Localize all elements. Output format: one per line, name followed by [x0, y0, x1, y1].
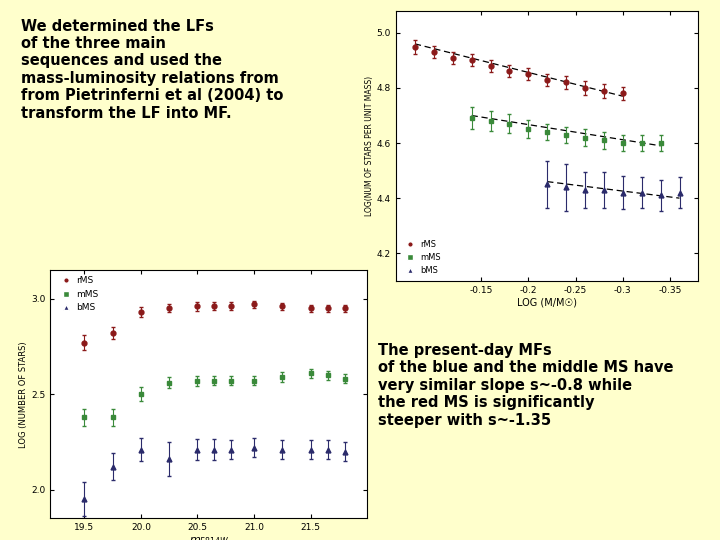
Legend: rMS, mMS, bMS: rMS, mMS, bMS	[55, 274, 101, 314]
Text: We determined the LFs
of the three main
sequences and used the
mass-luminosity r: We determined the LFs of the three main …	[21, 18, 284, 120]
Y-axis label: LOG(NUM OF STARS PER UNIT MASS): LOG(NUM OF STARS PER UNIT MASS)	[365, 76, 374, 216]
Text: The present-day MFs
of the blue and the middle MS have
very similar slope s~-0.8: The present-day MFs of the blue and the …	[377, 343, 673, 428]
X-axis label: LOG (M/M☉): LOG (M/M☉)	[517, 298, 577, 307]
Y-axis label: LOG (NUMBER OF STARS): LOG (NUMBER OF STARS)	[19, 341, 28, 448]
Legend: rMS, mMS, bMS: rMS, mMS, bMS	[400, 238, 443, 276]
X-axis label: $m_{F814W}$: $m_{F814W}$	[189, 535, 229, 540]
